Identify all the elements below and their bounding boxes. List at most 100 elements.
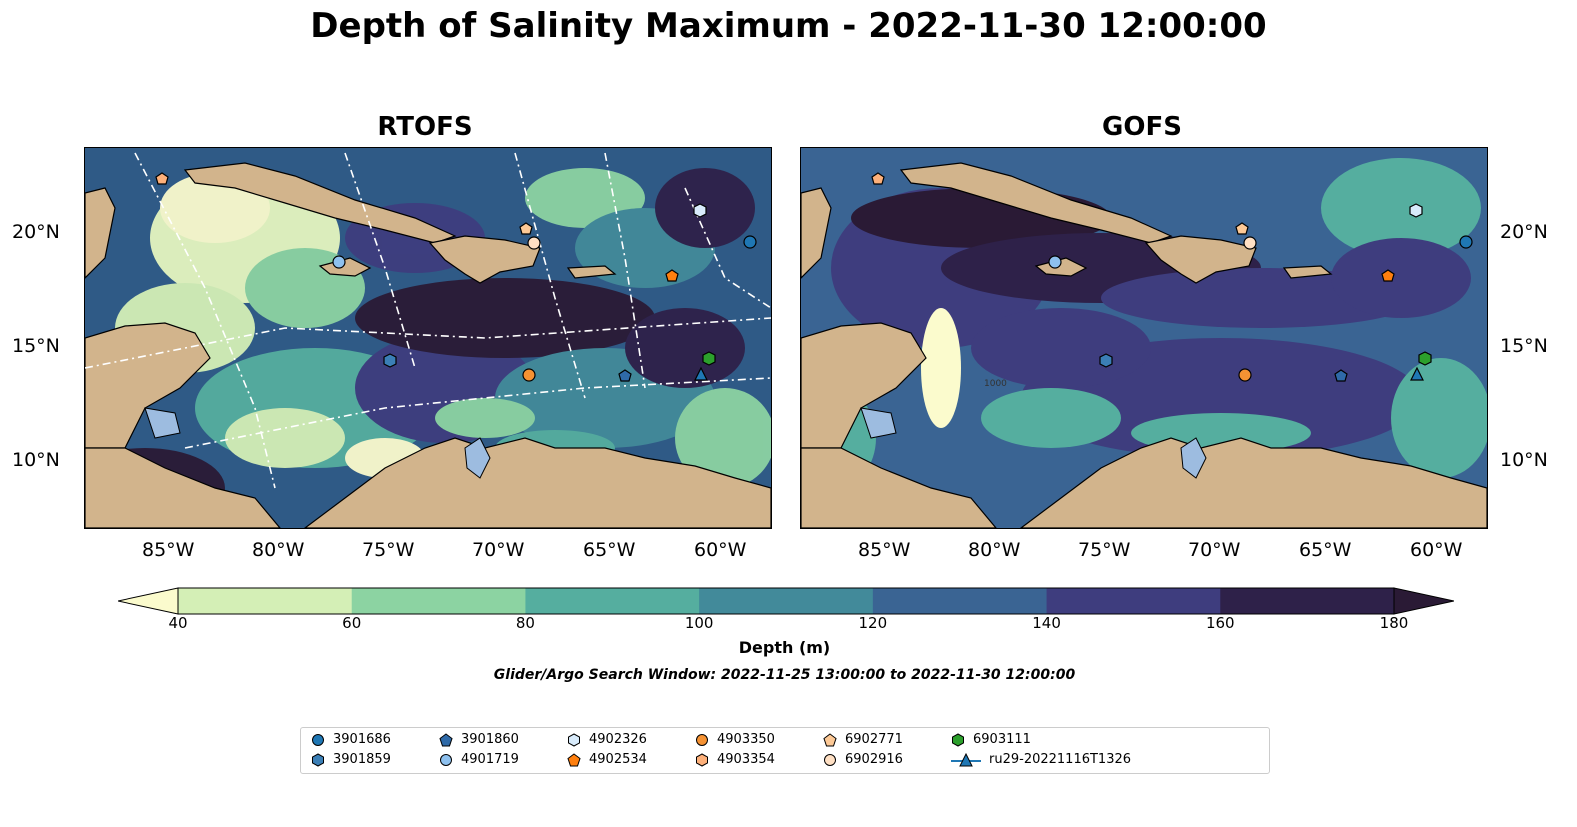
marker-4902534 bbox=[665, 269, 679, 282]
gofs-map: 1000 bbox=[800, 147, 1488, 529]
lakes bbox=[144, 407, 491, 479]
legend-item-label: 6902916 bbox=[845, 752, 903, 767]
marker-3901686 bbox=[1459, 235, 1473, 249]
search-window-note: Glider/Argo Search Window: 2022-11-25 13… bbox=[493, 667, 1076, 683]
colorbar-tick-label: 80 bbox=[515, 614, 535, 632]
marker-3901859 bbox=[1099, 353, 1113, 368]
legend-item: 6902771 bbox=[823, 732, 903, 747]
lat-tick-right-20: 20°N bbox=[1500, 221, 1548, 243]
legend-item-label: 3901686 bbox=[333, 732, 391, 747]
marker-4902534 bbox=[1381, 269, 1395, 282]
marker-3901686 bbox=[743, 235, 757, 249]
legend-item-label: ru29-20221116T1326 bbox=[989, 752, 1132, 767]
colorbar-outline bbox=[177, 587, 1395, 615]
legend-item: 3901859 bbox=[311, 752, 391, 767]
legend-item: ru29-20221116T1326 bbox=[951, 752, 1131, 767]
lon-tick-right-80: 80°W bbox=[968, 539, 1021, 561]
rtofs-map-canvas bbox=[85, 148, 771, 528]
marker-6902916 bbox=[1243, 236, 1257, 250]
colorbar-svg bbox=[117, 587, 1455, 615]
marker-6903111 bbox=[702, 351, 716, 366]
lon-tick-left-70: 70°W bbox=[472, 539, 525, 561]
circle-marker-icon bbox=[824, 753, 836, 766]
marker-3901860 bbox=[618, 369, 632, 382]
lat-tick-right-10: 10°N bbox=[1500, 449, 1548, 471]
colorbar-tick-label: 160 bbox=[1205, 614, 1235, 632]
colorbar-tick-label: 40 bbox=[168, 614, 188, 632]
colorbar-segment bbox=[351, 588, 526, 614]
legend-item-label: 3901859 bbox=[333, 752, 391, 767]
pentagon-marker-icon bbox=[567, 752, 581, 766]
legend-item-label: 4903350 bbox=[717, 732, 775, 747]
circle-marker-icon bbox=[312, 733, 324, 746]
marker-6902771-a bbox=[155, 172, 169, 185]
legend-item: 4901719 bbox=[439, 752, 519, 767]
marker-4901719 bbox=[1048, 255, 1062, 269]
float-markers bbox=[871, 172, 1473, 382]
marker-6903111 bbox=[1418, 351, 1432, 366]
lon-tick-right-60: 60°W bbox=[1410, 539, 1463, 561]
legend-item-label: 6903111 bbox=[973, 732, 1031, 747]
lon-tick-right-75: 75°W bbox=[1078, 539, 1131, 561]
hexagon-marker-icon bbox=[696, 752, 708, 767]
lat-tick-left-15: 15°N bbox=[12, 335, 60, 357]
marker-3901860 bbox=[1334, 369, 1348, 382]
marker-3901859 bbox=[383, 353, 397, 368]
marker-4902326 bbox=[693, 203, 707, 218]
colorbar-label: Depth (m) bbox=[738, 638, 831, 657]
legend-item: 4902534 bbox=[567, 752, 647, 767]
pentagon-marker-icon bbox=[439, 732, 453, 746]
colorbar-tick-label: 60 bbox=[342, 614, 362, 632]
marker-4903350 bbox=[522, 368, 536, 382]
legend-item: 6902916 bbox=[823, 752, 903, 767]
legend-item-label: 6902771 bbox=[845, 732, 903, 747]
colorbar-extend-low bbox=[117, 587, 179, 615]
lat-tick-left-10: 10°N bbox=[12, 449, 60, 471]
lon-tick-left-60: 60°W bbox=[694, 539, 747, 561]
marker-4903350 bbox=[1238, 368, 1252, 382]
colorbar-tick-label: 140 bbox=[1032, 614, 1061, 632]
hexagon-marker-icon bbox=[952, 732, 964, 747]
colorbar bbox=[117, 586, 1455, 616]
lon-tick-left-75: 75°W bbox=[362, 539, 415, 561]
contour-label: 1000 bbox=[984, 379, 1007, 389]
lon-tick-right-70: 70°W bbox=[1188, 539, 1241, 561]
lon-tick-left-80: 80°W bbox=[252, 539, 305, 561]
circle-marker-icon bbox=[696, 733, 708, 746]
colorbar-tick-label: 120 bbox=[858, 614, 888, 632]
lakes bbox=[860, 407, 1207, 479]
land bbox=[801, 162, 1487, 528]
marker-6902771 bbox=[519, 222, 533, 235]
lat-tick-left-20: 20°N bbox=[12, 221, 60, 243]
triangle-marker-icon bbox=[951, 752, 981, 766]
legend-item-label: 4903354 bbox=[717, 752, 775, 767]
lon-tick-left-65: 65°W bbox=[583, 539, 636, 561]
lat-tick-right-15: 15°N bbox=[1500, 335, 1548, 357]
marker-6902771-a bbox=[871, 172, 885, 185]
model-boundary-lines bbox=[85, 152, 771, 489]
lon-tick-right-85: 85°W bbox=[858, 539, 911, 561]
colorbar-tick-label: 180 bbox=[1379, 614, 1409, 632]
legend-item: 3901686 bbox=[311, 732, 391, 747]
colorbar-segment bbox=[1220, 588, 1395, 614]
rtofs-map bbox=[84, 147, 772, 529]
legend-item-label: 4902326 bbox=[589, 732, 647, 747]
hexagon-marker-icon bbox=[312, 752, 324, 767]
panel-title-rtofs: RTOFS bbox=[377, 112, 473, 142]
marker-ru29 bbox=[1410, 366, 1424, 381]
legend-item-label: 3901860 bbox=[461, 732, 519, 747]
marker-4901719 bbox=[332, 255, 346, 269]
marker-6902771 bbox=[1235, 222, 1249, 235]
colorbar-extend-high bbox=[1393, 587, 1455, 615]
legend-item: 4902326 bbox=[567, 732, 647, 747]
legend: 3901686 3901859 3901860 4901719 4902326 49025… bbox=[300, 727, 1270, 774]
legend-item: 6903111 bbox=[951, 732, 1031, 747]
gofs-map-canvas: 1000 bbox=[801, 148, 1487, 528]
colorbar-tick-label: 100 bbox=[684, 614, 714, 632]
float-markers bbox=[155, 172, 757, 382]
panel-title-gofs: GOFS bbox=[1102, 112, 1182, 142]
legend-item-label: 4902534 bbox=[589, 752, 647, 767]
colorbar-segment bbox=[178, 588, 353, 614]
pentagon-marker-icon bbox=[823, 732, 837, 746]
colorbar-segment bbox=[872, 588, 1048, 614]
